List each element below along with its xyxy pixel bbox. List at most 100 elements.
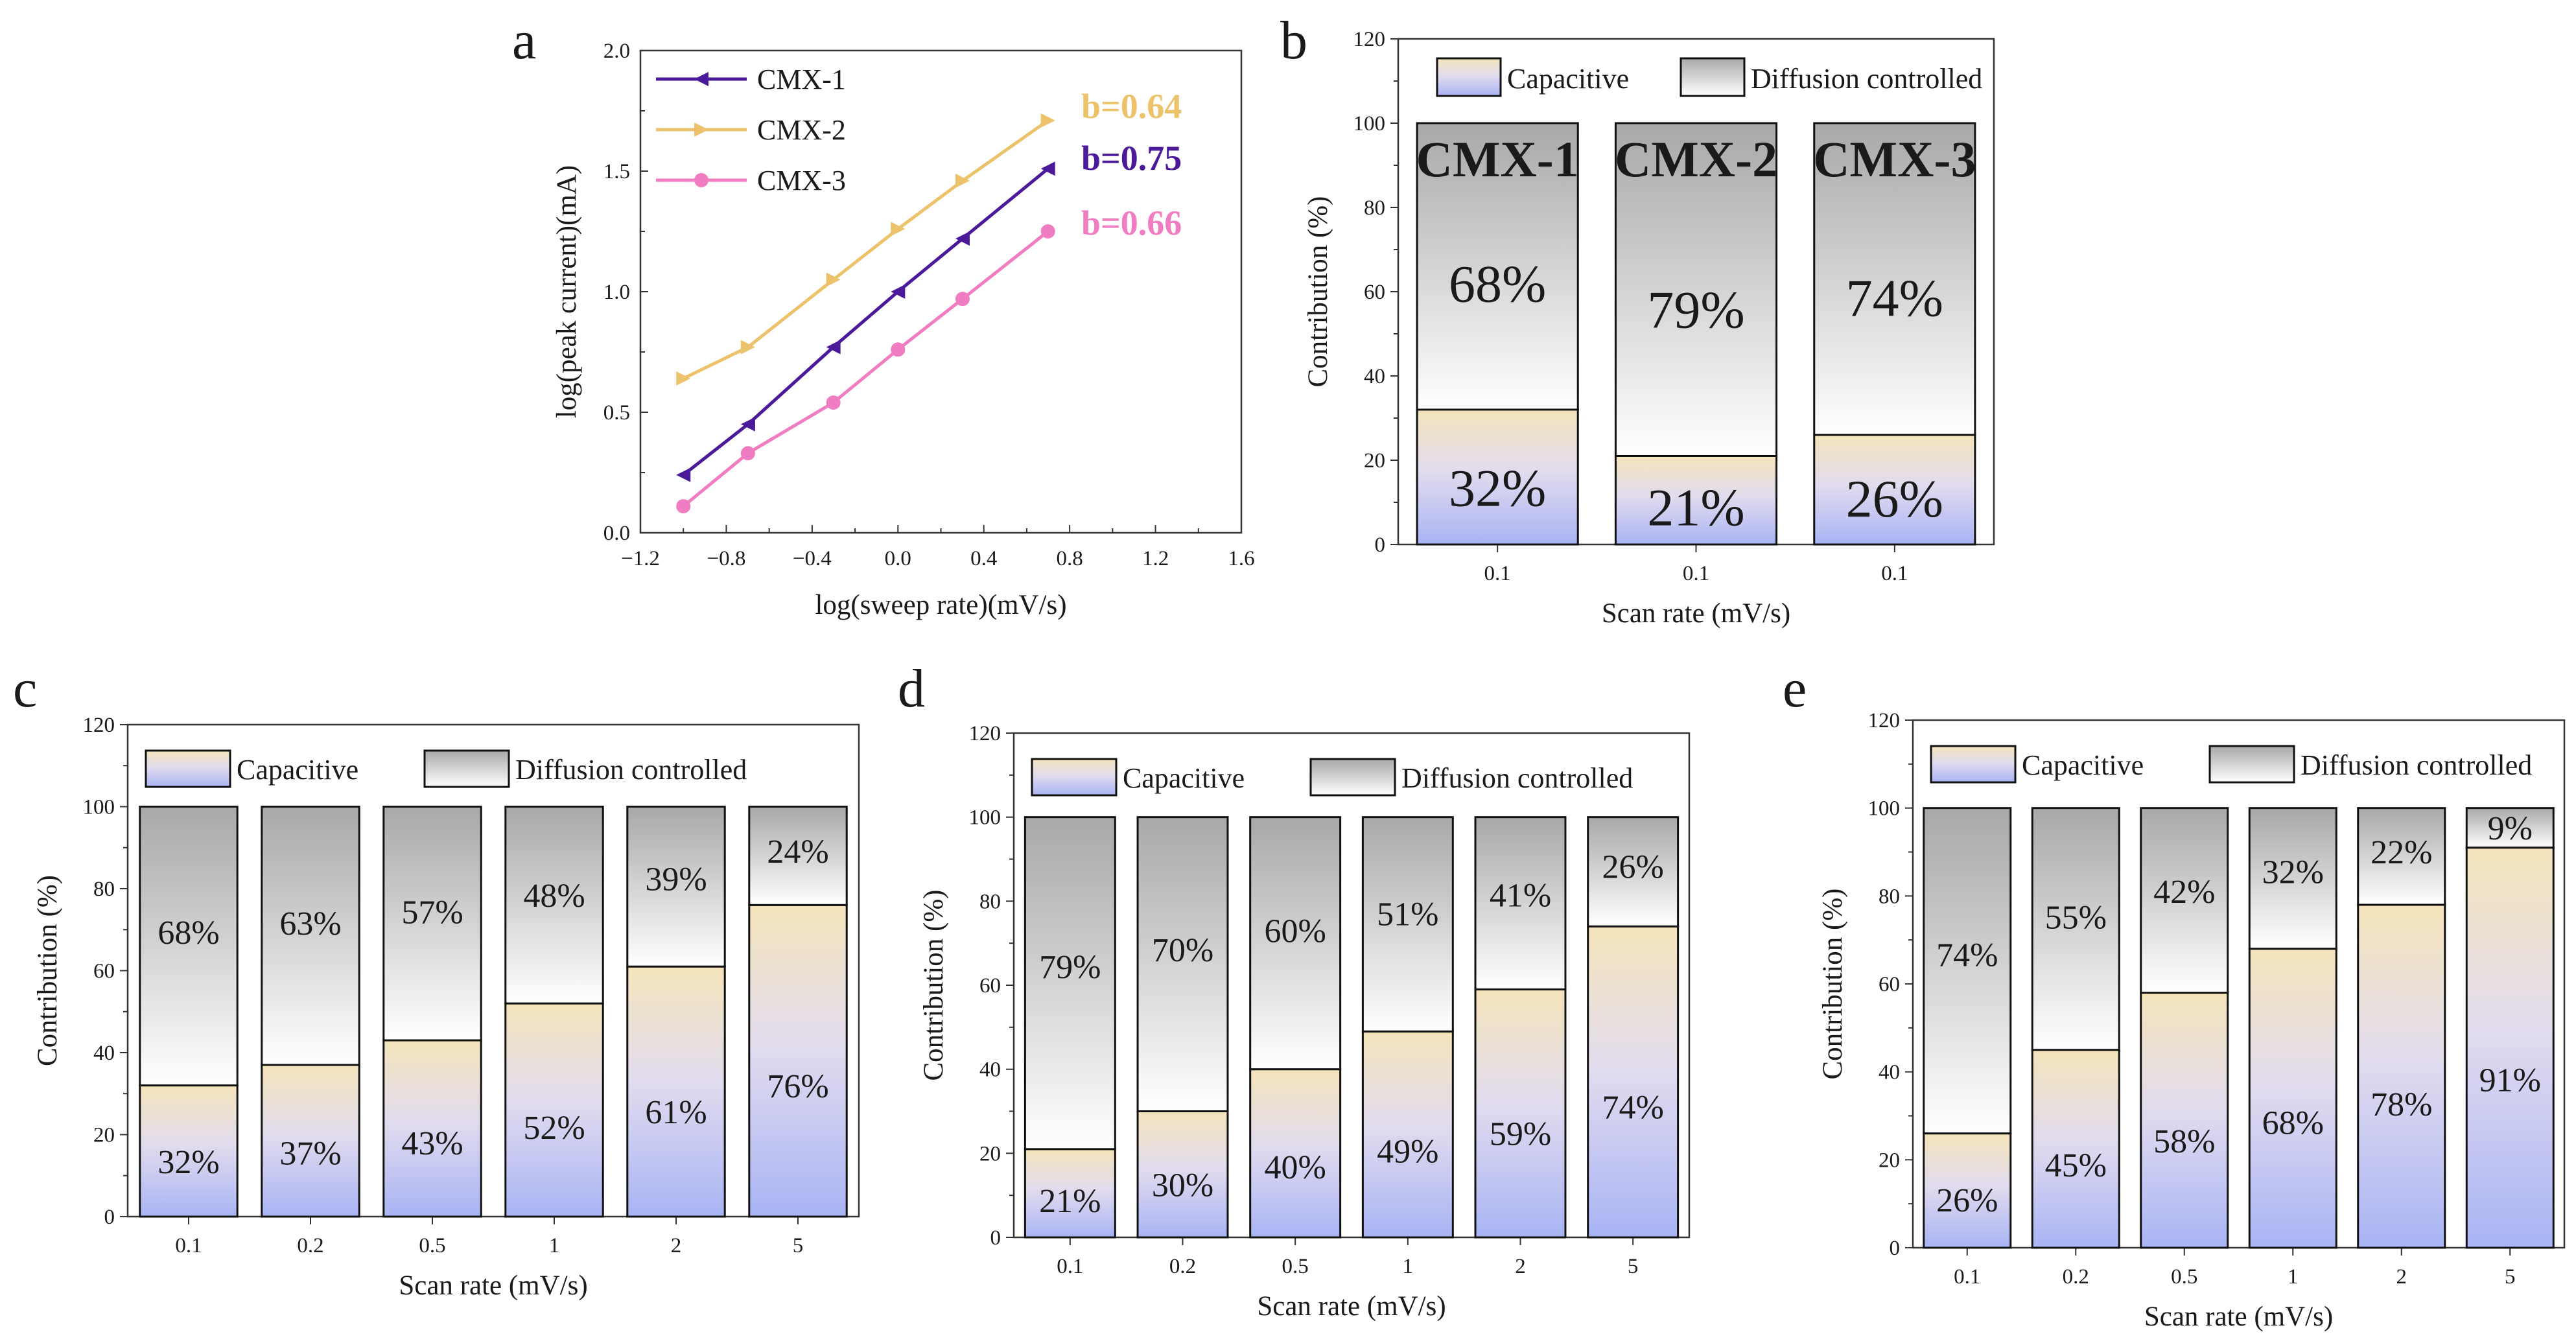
legend-label: Capacitive (237, 754, 358, 786)
label-capacitive: 52% (523, 1110, 585, 1147)
legend-swatch-diffusion (423, 749, 510, 788)
y-axis-label: Contribution (%) (919, 890, 949, 1081)
bar-capacitive (2357, 904, 2446, 1249)
data-point (676, 467, 691, 482)
y-tick-label: 1.0 (603, 281, 630, 304)
panel-a: a −1.2 −0.8 −0.4 0.0 0.4 0.8 1.2 1.6 0.0 0.5 1.0 1.5… (512, 10, 1255, 620)
data-point (1040, 161, 1055, 176)
label-capacitive: 58% (2153, 1123, 2215, 1160)
bar-diffusion (2140, 807, 2229, 994)
legend-swatch-diffusion (1680, 57, 1746, 97)
data-point (955, 173, 970, 188)
x-tick-label: 2 (671, 1234, 682, 1257)
bar-diffusion (139, 806, 239, 1087)
label-capacitive: 76% (767, 1068, 828, 1105)
data-point (740, 417, 755, 432)
data-point (826, 395, 841, 410)
y-tick-label: 80 (979, 890, 1001, 913)
data-point (740, 446, 755, 461)
bar-capacitive (1416, 408, 1579, 546)
data-point (891, 222, 906, 237)
bar-diffusion (1416, 122, 1579, 411)
x-tick-label: 0.5 (2171, 1265, 2197, 1289)
y-tick-label: 120 (1868, 709, 1901, 732)
y-tick-label: 80 (1364, 196, 1385, 220)
label-capacitive: 26% (1936, 1182, 1998, 1219)
legend-label: Capacitive (2022, 749, 2144, 781)
y-tick-label: 120 (969, 722, 1001, 745)
bar-diffusion (1136, 816, 1229, 1112)
bar-diffusion (1587, 816, 1680, 928)
label-diffusion: 63% (279, 905, 341, 942)
legend-label: Diffusion controlled (515, 754, 747, 786)
legend-marker (694, 123, 708, 137)
bar-diffusion (2248, 807, 2337, 950)
panel-c: c 0 20 40 60 80 100 120 Scan rate (mV/s) Contribu… (13, 659, 860, 1301)
y-tick-label: 20 (979, 1142, 1001, 1165)
y-tick-label: 120 (1353, 28, 1386, 51)
data-point (891, 342, 906, 357)
x-tick-label: 0.1 (1057, 1255, 1083, 1278)
bar-diffusion (748, 806, 848, 906)
legend-label: Diffusion controlled (1751, 63, 1982, 95)
x-tick-label: 1 (1403, 1255, 1414, 1278)
bar-diffusion (1474, 816, 1567, 990)
x-tick-label: −1.2 (621, 547, 660, 570)
label-diffusion: 32% (2262, 854, 2324, 891)
bar-capacitive (1813, 434, 1976, 546)
label-capacitive: 32% (1449, 459, 1546, 518)
panel-letter: d (898, 659, 925, 719)
bar-capacitive (1614, 455, 1778, 546)
label-diffusion: 79% (1647, 281, 1744, 340)
label-diffusion: 42% (2153, 874, 2215, 911)
y-tick-label: 40 (1879, 1061, 1900, 1084)
label-capacitive: 30% (1152, 1167, 1213, 1204)
y-tick-label: 20 (1364, 449, 1385, 473)
label-capacitive: 40% (1265, 1149, 1326, 1186)
bar-title: CMX-2 (1615, 131, 1777, 187)
label-diffusion: 68% (1449, 255, 1546, 314)
label-capacitive: 59% (1490, 1115, 1551, 1152)
x-axis-label: Scan rate (mV/s) (1602, 598, 1790, 629)
bar-title: CMX-1 (1416, 131, 1579, 187)
bar-diffusion (2031, 807, 2120, 1051)
y-tick-label: 0 (1375, 533, 1386, 557)
data-point (826, 340, 841, 355)
panel-d: d 0 20 40 60 80 100 120 Scan rate (mV/s) Contribu… (898, 659, 1691, 1322)
panel-letter: b (1280, 10, 1307, 71)
y-tick-label: 0.5 (603, 401, 630, 425)
label-diffusion: 51% (1377, 896, 1438, 933)
y-tick-label: 60 (93, 960, 115, 983)
series-line-cmx-3 (682, 230, 1049, 508)
y-tick-label: 100 (1868, 797, 1901, 821)
bar-diffusion (1024, 816, 1116, 1150)
y-tick-label: 20 (1879, 1149, 1900, 1172)
bar-capacitive (1361, 1030, 1454, 1239)
bar-capacitive (1587, 925, 1680, 1239)
label-diffusion: 22% (2371, 834, 2432, 871)
x-tick-label: 0.1 (1484, 562, 1511, 585)
series-line-cmx-2 (683, 119, 1049, 380)
panel-letter: a (512, 10, 536, 71)
panel-e: e 0 20 40 60 80 100 120 Scan rate (mV/s) Contribu… (1783, 659, 2566, 1332)
b-value-cmx-2: b=0.64 (1081, 87, 1182, 126)
bar-capacitive (2465, 847, 2555, 1249)
data-point (1040, 113, 1055, 128)
x-tick-label: 0.1 (1954, 1265, 1980, 1289)
label-capacitive: 21% (1039, 1183, 1101, 1220)
x-tick-label: 5 (793, 1234, 804, 1257)
b-value-cmx-1: b=0.75 (1081, 139, 1182, 178)
bar-capacitive (2140, 992, 2229, 1249)
x-tick-label: 0.1 (1683, 562, 1709, 585)
x-tick-label: 1 (549, 1234, 560, 1257)
data-point (740, 340, 755, 355)
bar-diffusion (382, 806, 482, 1042)
y-tick-label: 40 (979, 1058, 1001, 1082)
bar-diffusion (2357, 807, 2446, 906)
y-axis-label: log(peak current)(mA) (552, 165, 582, 418)
x-tick-label: −0.8 (707, 547, 745, 570)
bar-capacitive (504, 1002, 604, 1218)
y-tick-label: 20 (93, 1124, 115, 1147)
y-tick-label: 0 (104, 1206, 115, 1229)
data-point (676, 499, 691, 514)
